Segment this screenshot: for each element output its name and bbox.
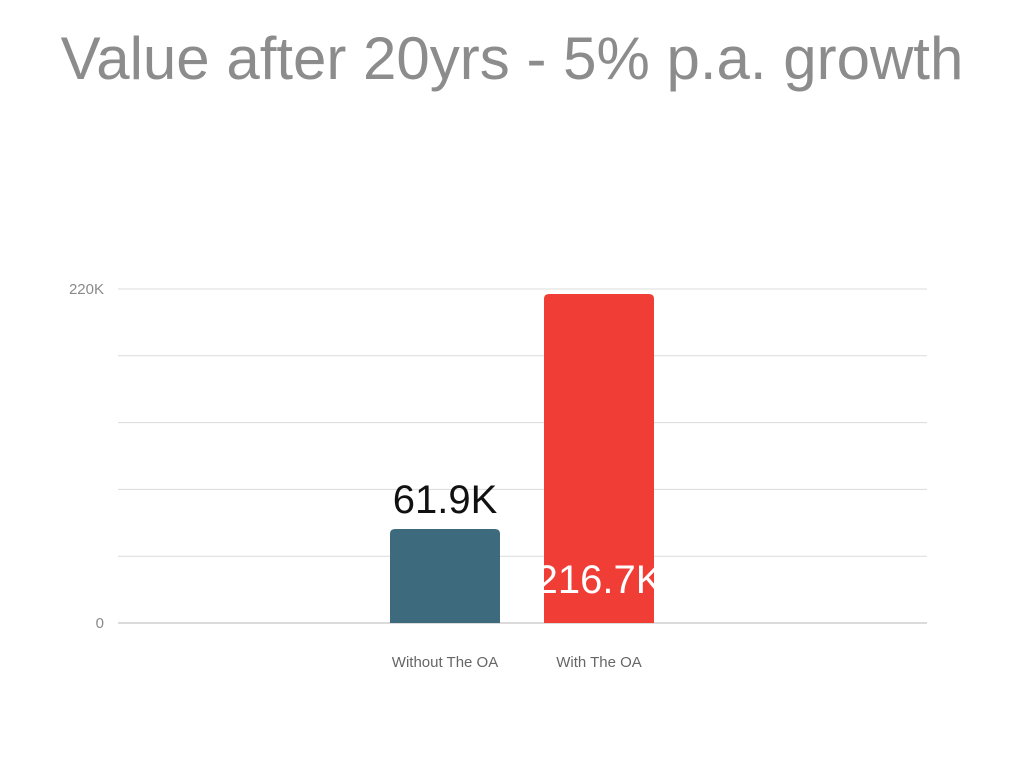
bar — [544, 294, 654, 623]
category-label: Without The OA — [392, 654, 498, 671]
y-axis-ticks: 0 220K — [69, 281, 104, 632]
bar — [390, 529, 500, 623]
gridlines — [118, 288, 927, 624]
category-label: With The OA — [556, 654, 642, 671]
x-axis-categories: Without The OA With The OA — [392, 654, 642, 671]
data-label: 61.9K — [393, 478, 498, 522]
bars — [390, 294, 654, 623]
chart-title: Value after 20yrs - 5% p.a. growth — [60, 25, 964, 92]
y-tick-label: 0 — [96, 615, 104, 632]
data-labels: 61.9K 216.7K — [393, 478, 663, 602]
y-tick-label: 220K — [69, 281, 104, 298]
data-label: 216.7K — [536, 558, 663, 602]
